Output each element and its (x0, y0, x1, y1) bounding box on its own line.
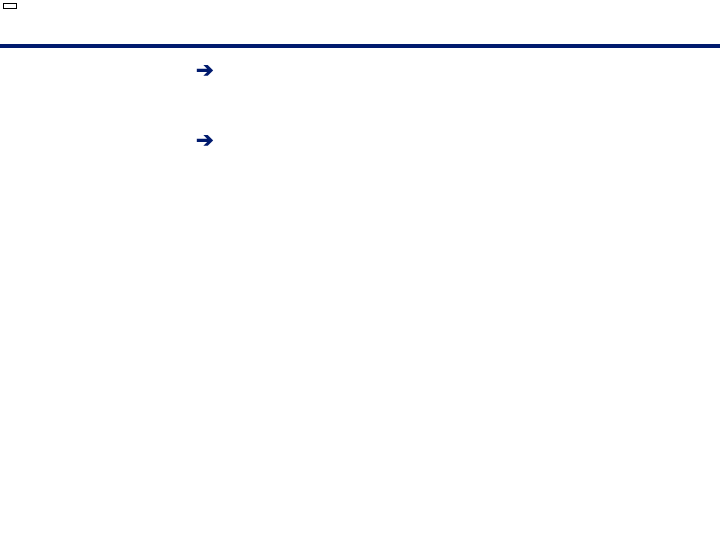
page-title (0, 0, 720, 4)
topic-tag (3, 3, 17, 9)
arrow-icon: ➔ (196, 129, 214, 152)
bullet-1: ➔ (196, 58, 706, 84)
arrow-icon: ➔ (196, 59, 214, 82)
bullet-2: ➔ (196, 128, 706, 154)
merge-diagram (0, 170, 720, 500)
inset-photo (0, 48, 182, 158)
